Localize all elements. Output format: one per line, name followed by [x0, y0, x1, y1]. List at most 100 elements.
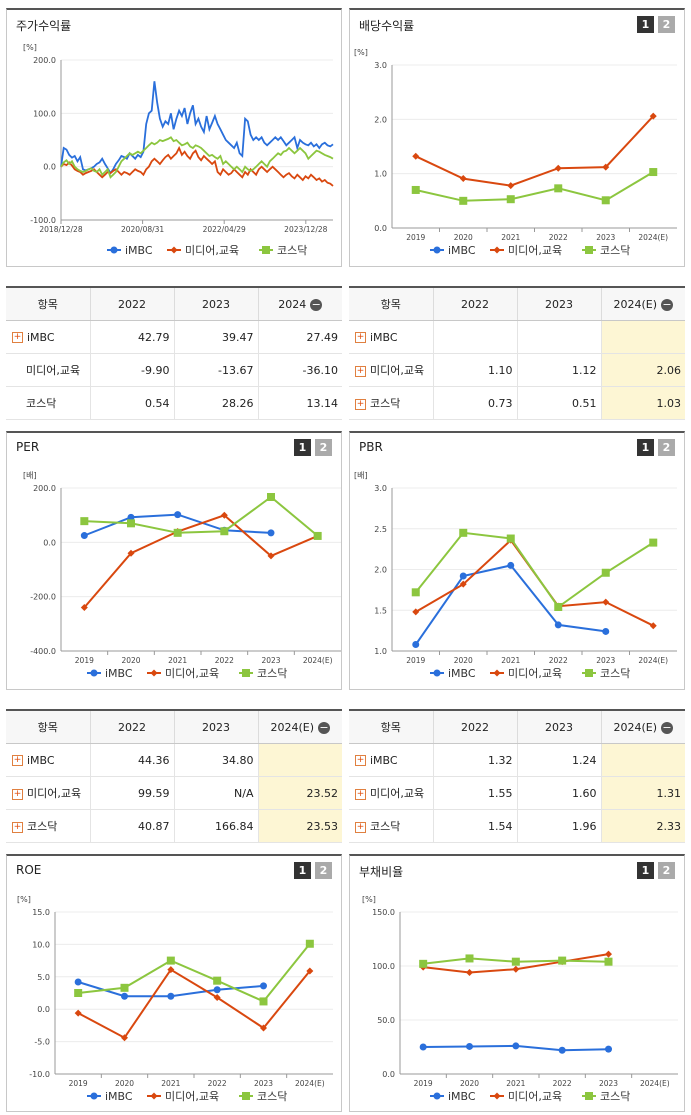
table-row: 미디어,교육 -9.90 -13.67 -36.10 [6, 353, 342, 387]
y-tick-label: 150.0 [372, 908, 395, 917]
expand-icon[interactable]: + [355, 398, 366, 410]
x-tick-label: 2024(E) [638, 656, 668, 665]
table-cell [600, 320, 685, 354]
row-label[interactable]: + iMBC [349, 743, 433, 777]
y-tick-label: -200.0 [30, 593, 56, 602]
row-label[interactable]: + iMBC [349, 320, 433, 354]
page-2-button[interactable]: 2 [658, 439, 675, 456]
series-line [415, 171, 654, 202]
page-1-button[interactable]: 1 [637, 16, 654, 33]
collapse-icon[interactable]: − [661, 297, 674, 311]
table-cell: 1.31 [600, 776, 685, 810]
data-point [512, 965, 520, 973]
expand-icon[interactable]: + [355, 365, 366, 377]
collapse-icon[interactable]: − [310, 297, 323, 311]
row-label[interactable]: + 미디어,교육 [6, 776, 90, 810]
data-point [585, 246, 593, 254]
data-point [213, 994, 221, 1002]
data-point [74, 1009, 82, 1017]
y-tick-label: 200.0 [33, 56, 56, 65]
table-cell: 99.59 [89, 776, 174, 810]
table-cell: 0.54 [89, 386, 174, 420]
data-point [220, 527, 229, 536]
row-label[interactable]: + iMBC [6, 743, 90, 777]
x-tick-label: 2022 [215, 656, 234, 665]
axis-unit: [%] [17, 895, 31, 904]
row-label[interactable]: + 코스닥 [349, 386, 433, 420]
row-label[interactable]: + 미디어,교육 [349, 353, 433, 387]
data-point [512, 1042, 520, 1050]
row-label[interactable]: + iMBC [6, 320, 90, 354]
data-point [411, 588, 420, 597]
collapse-icon[interactable]: − [318, 720, 331, 734]
data-point [558, 956, 567, 965]
column-header-year: 2023 [516, 287, 601, 321]
page-2-button[interactable]: 2 [658, 862, 675, 879]
expand-icon[interactable]: + [12, 788, 23, 800]
table-cell: 0.51 [516, 386, 601, 420]
x-tick-label: 2023 [596, 656, 615, 665]
table-cell: 40.87 [89, 809, 174, 843]
header-label: 항목 [380, 298, 401, 311]
legend-label: 코스닥 [600, 1090, 630, 1103]
data-point [602, 163, 610, 171]
data-point [213, 986, 221, 994]
legend-label: iMBC [448, 244, 476, 257]
collapse-icon[interactable]: − [661, 720, 674, 734]
table-cell: 1.03 [600, 386, 685, 420]
data-point [649, 168, 658, 177]
row-name: iMBC [370, 753, 398, 767]
column-header-year: 2024− [257, 287, 342, 321]
x-tick-label: 2021 [168, 656, 187, 665]
expand-icon[interactable]: + [355, 788, 366, 800]
row-name: iMBC [27, 753, 55, 767]
page-1-button[interactable]: 1 [294, 862, 311, 879]
data-point [412, 640, 420, 648]
data-point [127, 519, 135, 528]
row-name: 코스닥 [370, 820, 401, 833]
series-line [60, 81, 334, 175]
y-tick-label: 2.5 [374, 525, 387, 534]
page-2-button[interactable]: 2 [315, 862, 332, 879]
y-tick-label: 0.0 [37, 1005, 50, 1014]
expand-icon[interactable]: + [355, 821, 366, 833]
table-cell [516, 320, 601, 354]
page-2-button[interactable]: 2 [658, 16, 675, 33]
row-label[interactable]: + 코스닥 [6, 809, 90, 843]
series-line [415, 115, 655, 187]
table-cell: 1.32 [432, 743, 517, 777]
table-cell: 1.96 [516, 809, 601, 843]
page-1-button[interactable]: 1 [637, 439, 654, 456]
data-point [511, 957, 520, 966]
data-point [649, 538, 658, 547]
data-point [466, 968, 473, 976]
data-point [411, 185, 420, 194]
header-label: 2022 [461, 720, 489, 734]
x-tick-label: 2022/04/29 [203, 225, 246, 234]
expand-icon[interactable]: + [12, 821, 23, 833]
x-tick-label: 2019 [69, 1079, 88, 1088]
y-tick-label: 2.0 [374, 115, 387, 124]
page-2-button[interactable]: 2 [315, 439, 332, 456]
x-tick-label: 2022 [549, 656, 568, 665]
page-1-button[interactable]: 1 [294, 439, 311, 456]
expand-icon[interactable]: + [12, 332, 23, 343]
header-label: 항목 [37, 721, 58, 734]
x-tick-label: 2018/12/28 [39, 225, 82, 234]
x-tick-label: 2024(E) [638, 233, 668, 242]
row-label[interactable]: + 미디어,교육 [349, 776, 433, 810]
row-name: 미디어,교육 [26, 364, 81, 377]
x-tick-label: 2022 [553, 1079, 572, 1088]
expand-icon[interactable]: + [355, 755, 366, 766]
table-cell: 1.24 [516, 743, 601, 777]
x-tick-label: 2020 [454, 233, 473, 242]
row-label[interactable]: + 코스닥 [349, 809, 433, 843]
y-tick-label: 0.0 [43, 538, 56, 547]
data-point [120, 983, 129, 992]
y-tick-label: 1.5 [374, 606, 387, 615]
y-tick-label: 0.0 [374, 224, 387, 233]
expand-icon[interactable]: + [12, 755, 23, 766]
expand-icon[interactable]: + [355, 332, 366, 343]
page-1-button[interactable]: 1 [637, 862, 654, 879]
